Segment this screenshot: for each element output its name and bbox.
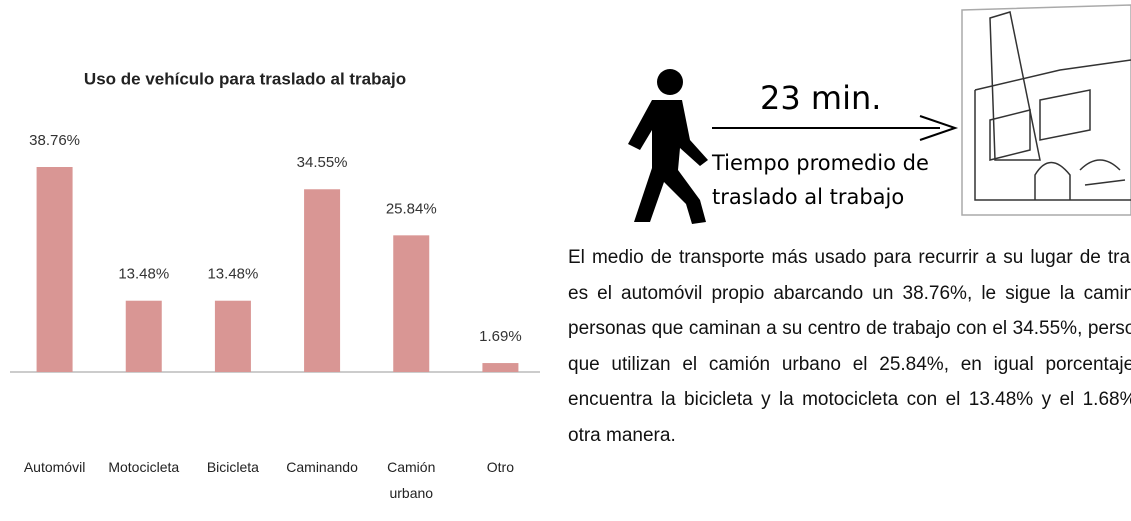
x-tick-label: Caminando (280, 454, 364, 480)
bar (393, 235, 429, 372)
x-tick-label: Motocicleta (102, 454, 186, 480)
value-label: 1.69% (479, 328, 522, 345)
value-label: 13.48% (118, 266, 169, 283)
infographic: 23 min. Tiempo promedio de traslado al t… (0, 0, 1131, 230)
bar (482, 363, 518, 372)
x-tick-label: Bicicleta (191, 454, 275, 480)
time-label: 23 min. (760, 79, 881, 117)
caption-line: traslado al trabajo (712, 185, 904, 209)
x-tick-label: Automóvil (13, 454, 97, 480)
caption-line: Tiempo promedio de (711, 151, 929, 175)
value-label: 13.48% (207, 266, 258, 283)
page: Uso de vehículo para traslado al trabajo… (0, 0, 1131, 521)
x-tick-label: Camión urbano (369, 454, 453, 506)
bar (126, 301, 162, 372)
bar (215, 301, 251, 372)
paragraph: El medio de transporte más usado para re… (568, 240, 1131, 453)
factory-icon (962, 5, 1131, 215)
x-tick-label: Otro (458, 454, 542, 480)
walker-icon (628, 69, 708, 224)
